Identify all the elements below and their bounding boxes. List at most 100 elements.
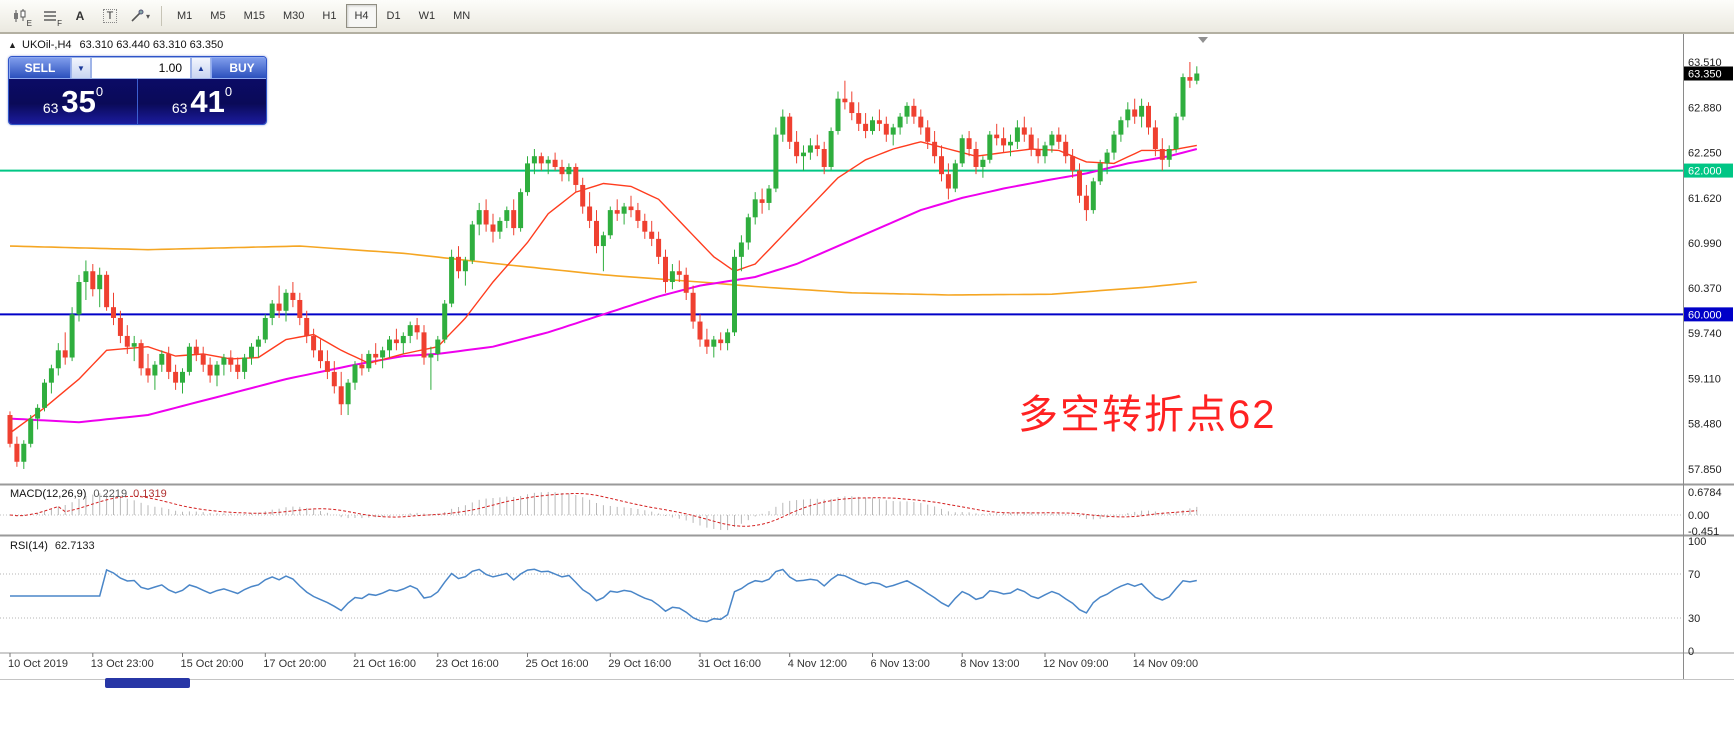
cursor-tool-label: A (75, 9, 85, 23)
time-axis-label: 25 Oct 16:00 (526, 658, 589, 670)
rsi-line (10, 568, 1197, 623)
bid-price-sup: 0 (95, 84, 104, 99)
time-axis-label: 8 Nov 13:00 (960, 658, 1019, 670)
time-axis-label: 13 Oct 23:00 (91, 658, 154, 670)
symbol-period-label: UKOil-,H4 (22, 39, 72, 51)
macd-scale-label: -0.451 (1688, 526, 1719, 538)
price-scale-label: 61.620 (1688, 193, 1722, 205)
price-scale-label: 63.510 (1688, 57, 1722, 69)
volume-increase-button[interactable]: ▲ (191, 57, 211, 79)
ask-price-panel[interactable]: 63 41 0 (138, 79, 266, 124)
macd-signal-line (9, 492, 1197, 527)
time-axis-label: 23 Oct 16:00 (436, 658, 499, 670)
pencil-glyph (131, 9, 144, 22)
timeframe-button-M5[interactable]: M5 (210, 10, 226, 22)
time-axis-label: 21 Oct 16:00 (353, 658, 416, 670)
chart-symbol-header: UKOil-,H4 63.310 63.440 63.310 63.350 (22, 39, 223, 51)
dropdown-caret-icon: ▾ (145, 11, 150, 21)
rsi-name: RSI(14) (10, 540, 48, 552)
timeframe-button-MN[interactable]: MN (453, 10, 471, 22)
ma-slow-orange (9, 245, 1197, 296)
price-scale-label: 59.740 (1688, 328, 1722, 340)
ma-mid-magenta (9, 148, 1198, 424)
rsi-scale-label: 70 (1688, 569, 1700, 581)
svg-text:62.000: 62.000 (1688, 166, 1722, 178)
rsi-indicator-label: RSI(14) 62.7133 (10, 540, 95, 552)
macd-name: MACD(12,26,9) (10, 488, 87, 500)
timeframe-button-W1[interactable]: W1 (418, 10, 436, 22)
bid-price-panel[interactable]: 63 35 0 (9, 79, 137, 124)
time-axis-label: 10 Oct 2019 (8, 658, 68, 670)
timeframe-button-M30[interactable]: M30 (282, 10, 305, 22)
volume-decrease-button[interactable]: ▼ (71, 57, 91, 79)
timeframe-button-H1[interactable]: H1 (322, 10, 337, 22)
time-axis-label: 29 Oct 16:00 (608, 658, 671, 670)
timeframe-button-M1[interactable]: M1 (177, 10, 193, 22)
candlestick-glyph (14, 9, 26, 22)
volume-input[interactable] (91, 57, 191, 79)
bid-price-big: 35 (61, 84, 96, 119)
one-click-trading-toggle[interactable]: ▲ (8, 40, 17, 50)
rsi-scale-label: 100 (1688, 536, 1706, 548)
macd-scale-label: 0.6784 (1688, 487, 1722, 499)
time-axis: 10 Oct 2019 13 Oct 23:00 15 Oct 20:00 17 Oc… (8, 653, 1198, 670)
timeframe-button-group: M1 M5 M15 M30 H1 H4 D1 W1 MN (168, 4, 479, 28)
chart-text-annotation: 多空转折点62 (1018, 393, 1277, 437)
text-label-tool-icon[interactable]: T (96, 3, 124, 29)
icon-sub-letter: F (57, 19, 62, 28)
time-axis-label: 4 Nov 12:00 (788, 658, 847, 670)
price-scale-label: 57.850 (1688, 464, 1722, 476)
current-price-badge (1684, 66, 1733, 81)
svg-text:63.350: 63.350 (1688, 69, 1722, 81)
time-axis-label: 15 Oct 20:00 (181, 658, 244, 670)
candlesticks (7, 62, 1200, 469)
sell-button[interactable]: SELL (9, 57, 71, 79)
ask-price-big: 41 (190, 84, 225, 119)
bid-price-small: 63 (42, 100, 59, 116)
svg-text:60.000: 60.000 (1688, 309, 1722, 321)
rsi-value: 62.7133 (54, 540, 95, 552)
chart-profiles-icon[interactable]: F (36, 3, 64, 29)
macd-main-value: 0.2219 (93, 488, 128, 500)
toolbar-separator (161, 6, 162, 26)
order-controls-row: SELL ▼ ▲ BUY (9, 57, 266, 79)
buy-button[interactable]: BUY (211, 57, 266, 79)
top-toolbar: E F A T ▾ M1 M5 M15 M30 H1 H4 D1 W1 MN (0, 0, 1734, 33)
price-panel-divider (137, 79, 138, 124)
price-scale-label: 59.110 (1688, 373, 1721, 385)
time-axis-label: 12 Nov 09:00 (1043, 658, 1108, 670)
chart-shift-marker-icon (1198, 37, 1208, 43)
panel-separators (0, 33, 1734, 680)
drawing-tools-icon[interactable]: ▾ (126, 3, 154, 29)
price-scale-label: 60.370 (1688, 283, 1722, 295)
ask-price-small: 63 (171, 100, 188, 116)
bid-ask-display: 63 35 0 63 41 0 (9, 79, 266, 124)
time-axis-label: 31 Oct 16:00 (698, 658, 761, 670)
macd-histogram (16, 491, 1198, 531)
ohlc-values: 63.310 63.440 63.310 63.350 (79, 39, 224, 51)
timeframe-button-D1[interactable]: D1 (386, 10, 401, 22)
list-glyph (44, 11, 56, 21)
ma-fast-red (9, 141, 1197, 434)
price-scale: 63.510 62.880 62.250 61.620 60.990 60.370 59.7… (1684, 57, 1733, 476)
macd-indicator-label: MACD(12,26,9) 0.2219 0.1319 (10, 488, 167, 500)
one-click-trading-panel: SELL ▼ ▲ BUY 63 35 0 63 41 0 (8, 56, 267, 125)
price-line-badge (1684, 163, 1733, 178)
macd-scale-label: 0.00 (1688, 510, 1709, 522)
price-scale-label: 62.880 (1688, 102, 1722, 114)
price-scale-label: 60.990 (1688, 238, 1722, 250)
time-axis-label: 6 Nov 13:00 (871, 658, 930, 670)
price-scale-label: 62.250 (1688, 148, 1722, 160)
timeframe-button-M15[interactable]: M15 (243, 10, 265, 22)
icon-sub-letter: E (26, 19, 32, 28)
time-axis-label: 14 Nov 09:00 (1133, 658, 1198, 670)
price-line-badge (1684, 307, 1733, 322)
cursor-tool-icon[interactable]: A (66, 3, 94, 29)
rsi-scale-label: 0 (1688, 646, 1694, 658)
rsi-scale-label: 30 (1688, 613, 1700, 625)
ask-price-sup: 0 (224, 84, 233, 99)
timeframe-button-H4[interactable]: H4 (346, 4, 377, 28)
chart-type-candles-icon[interactable]: E (6, 3, 34, 29)
bottom-scrollbar-fragment[interactable] (105, 678, 190, 688)
